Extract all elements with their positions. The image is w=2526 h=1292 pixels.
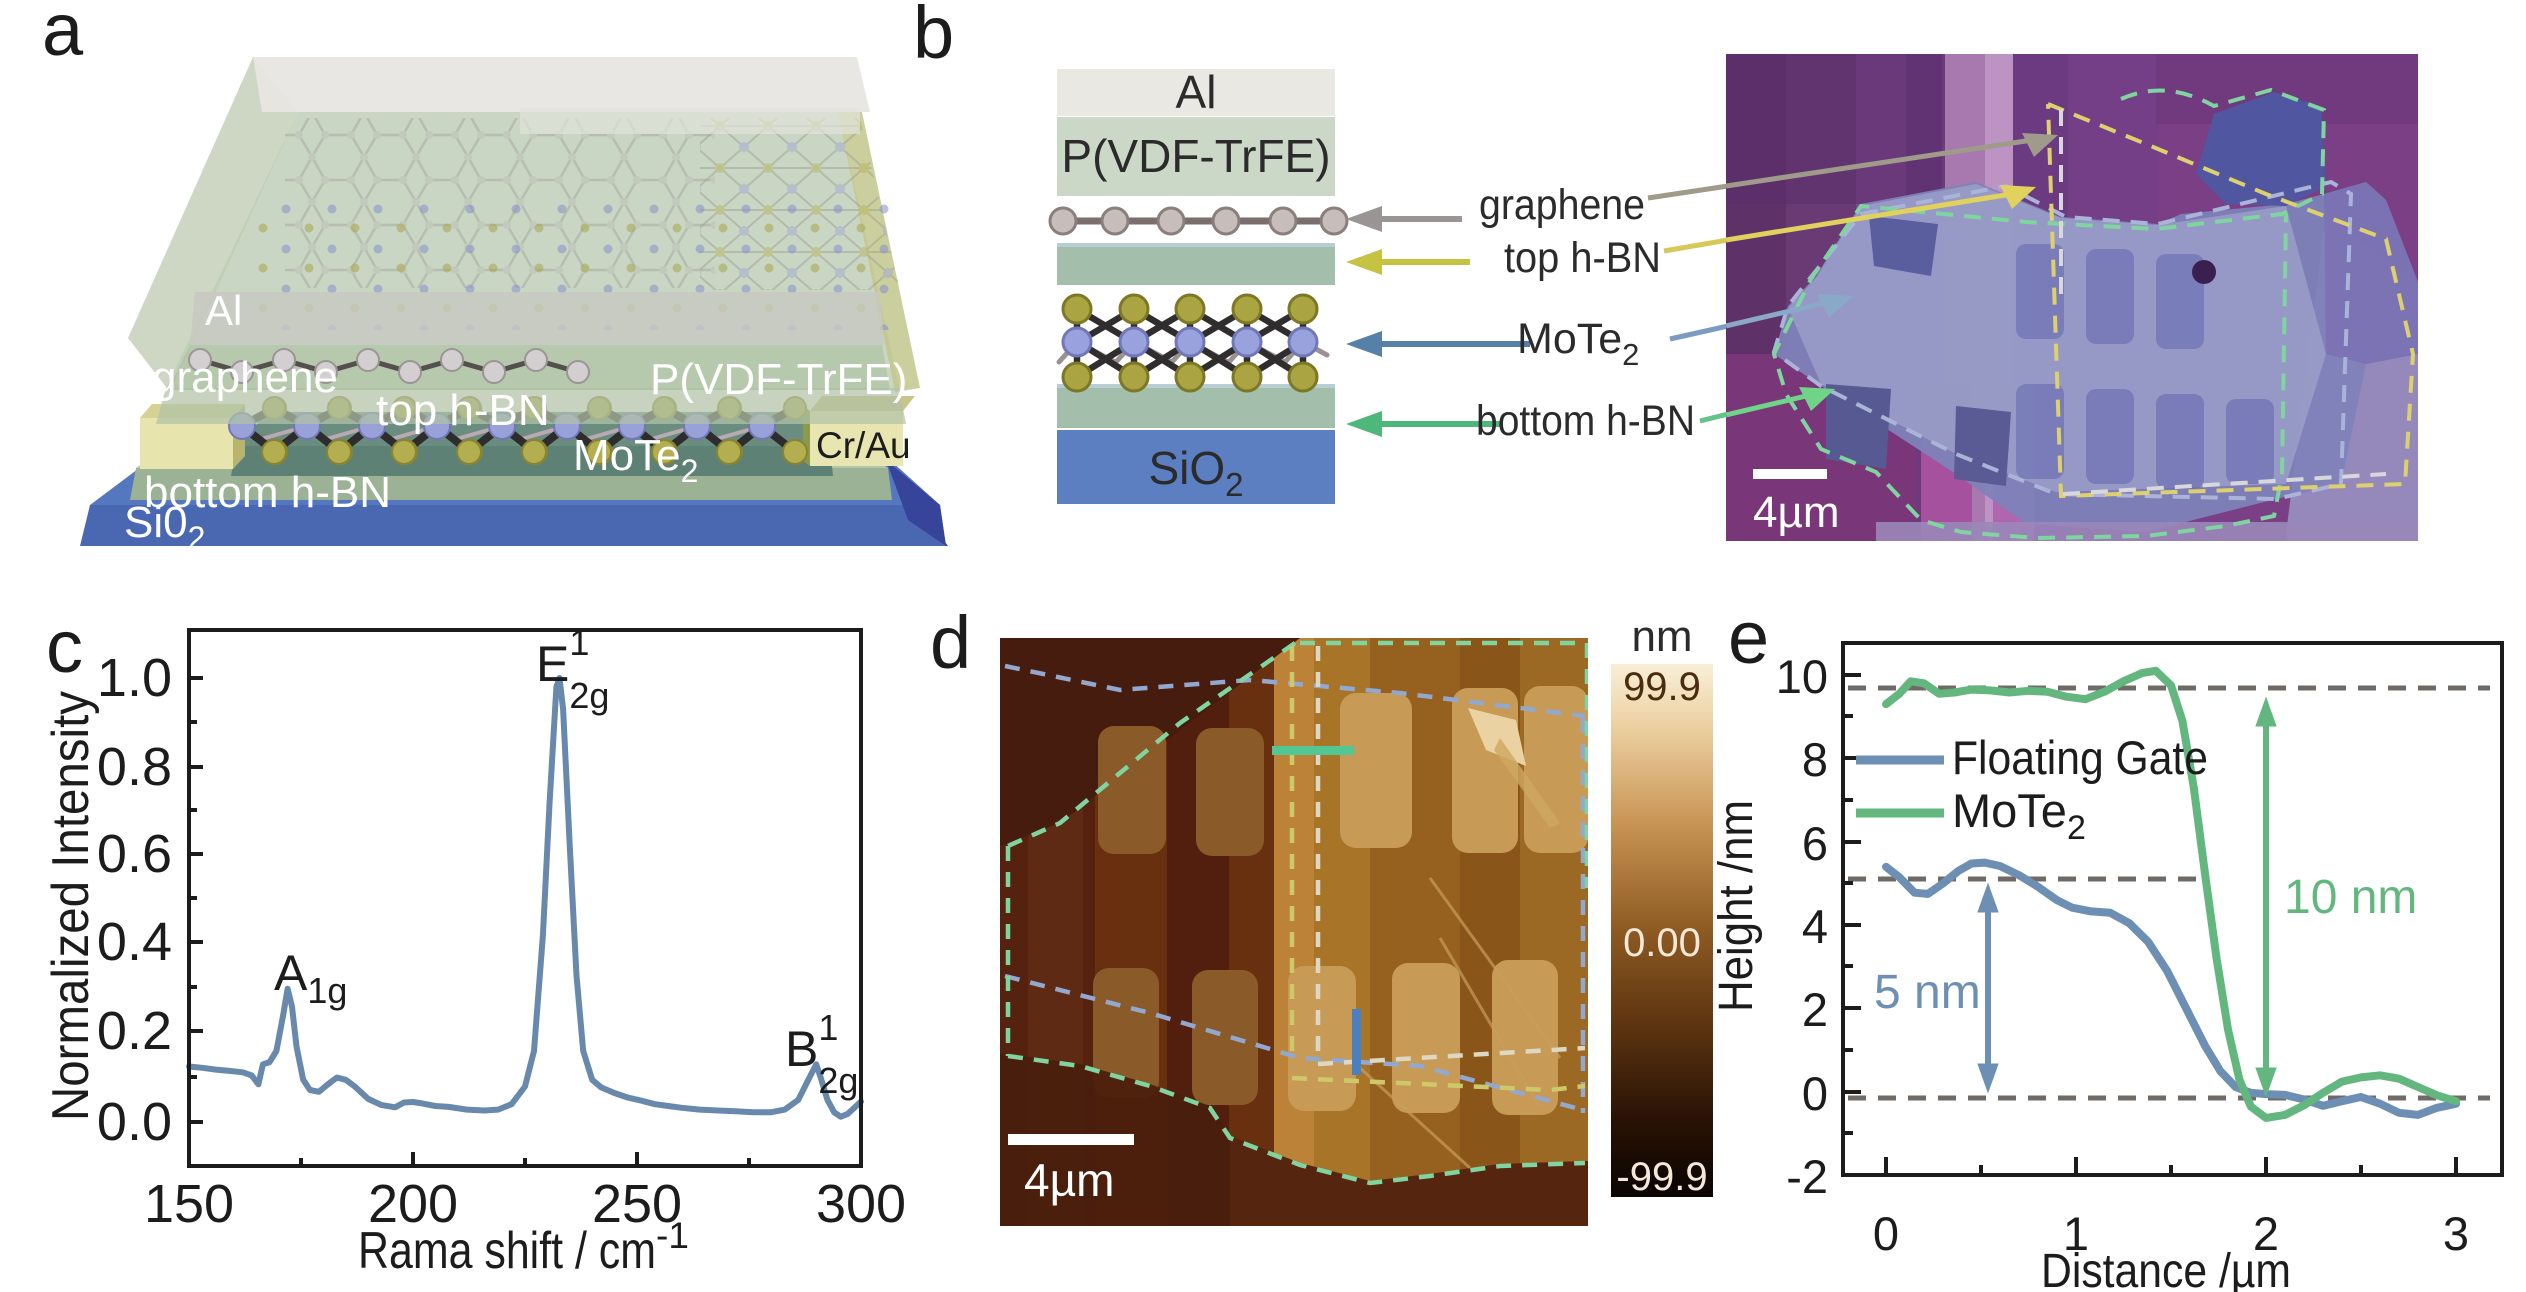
svg-text:4µm: 4µm (1753, 488, 1839, 537)
svg-text:Floating Gate: Floating Gate (1952, 731, 2208, 784)
svg-text:2: 2 (1802, 983, 1828, 1036)
svg-text:4µm: 4µm (1024, 1154, 1114, 1206)
svg-text:d: d (930, 601, 971, 684)
svg-text:200: 200 (368, 1174, 458, 1234)
svg-text:10 nm: 10 nm (2284, 871, 2417, 924)
svg-text:3: 3 (2443, 1207, 2469, 1260)
svg-text:300: 300 (816, 1174, 906, 1234)
svg-text:top h-BN: top h-BN (376, 386, 550, 435)
svg-text:SiO2: SiO2 (1148, 442, 1243, 503)
svg-text:250: 250 (592, 1174, 682, 1234)
svg-text:Cr/Au: Cr/Au (816, 425, 911, 466)
svg-text:8: 8 (1802, 733, 1828, 786)
svg-text:Distance /µm: Distance /µm (2041, 1245, 2291, 1292)
svg-text:Al: Al (205, 287, 242, 334)
svg-text:bottom h-BN: bottom h-BN (1476, 397, 1695, 445)
svg-text:10: 10 (1776, 650, 1828, 703)
svg-text:Height /nm: Height /nm (1710, 800, 1763, 1012)
svg-text:P(VDF-TrFE): P(VDF-TrFE) (650, 355, 907, 404)
svg-text:bottom h-BN: bottom h-BN (144, 468, 391, 517)
svg-text:150: 150 (144, 1174, 234, 1234)
svg-text:P(VDF-TrFE): P(VDF-TrFE) (1061, 130, 1330, 182)
svg-text:MoTe2: MoTe2 (1952, 784, 2086, 847)
svg-text:Al: Al (1176, 66, 1217, 118)
svg-text:0.6: 0.6 (97, 824, 172, 884)
svg-text:-99.9: -99.9 (1616, 1155, 1707, 1199)
svg-text:99.9: 99.9 (1623, 665, 1701, 709)
svg-text:4: 4 (1802, 900, 1828, 953)
svg-text:nm: nm (1631, 612, 1692, 661)
svg-text:-2: -2 (1786, 1150, 1828, 1203)
svg-text:Normalized Intensity: Normalized Intensity (42, 691, 100, 1121)
svg-text:1.0: 1.0 (97, 648, 172, 708)
svg-text:6: 6 (1802, 817, 1828, 870)
svg-text:Rama shift / cm-1: Rama shift / cm-1 (358, 1215, 689, 1280)
svg-text:c: c (46, 605, 83, 688)
svg-text:5 nm: 5 nm (1874, 966, 1981, 1019)
svg-text:1: 1 (2063, 1207, 2089, 1260)
svg-text:graphene: graphene (1479, 181, 1645, 229)
svg-text:graphene: graphene (152, 353, 338, 402)
svg-text:0.4: 0.4 (97, 912, 172, 972)
svg-text:2: 2 (2253, 1207, 2279, 1260)
svg-text:MoTe2: MoTe2 (573, 431, 698, 489)
svg-text:0.8: 0.8 (97, 737, 172, 797)
svg-text:e: e (1728, 596, 1769, 679)
svg-text:b: b (913, 0, 954, 74)
svg-text:a: a (42, 0, 84, 71)
svg-text:top h-BN: top h-BN (1504, 234, 1661, 282)
svg-text:0.2: 0.2 (97, 1001, 172, 1061)
svg-text:0.0: 0.0 (97, 1092, 172, 1152)
svg-text:0: 0 (1873, 1207, 1899, 1260)
svg-text:MoTe2: MoTe2 (1517, 315, 1639, 372)
svg-text:0.00: 0.00 (1623, 921, 1701, 965)
svg-text:0: 0 (1802, 1067, 1828, 1120)
